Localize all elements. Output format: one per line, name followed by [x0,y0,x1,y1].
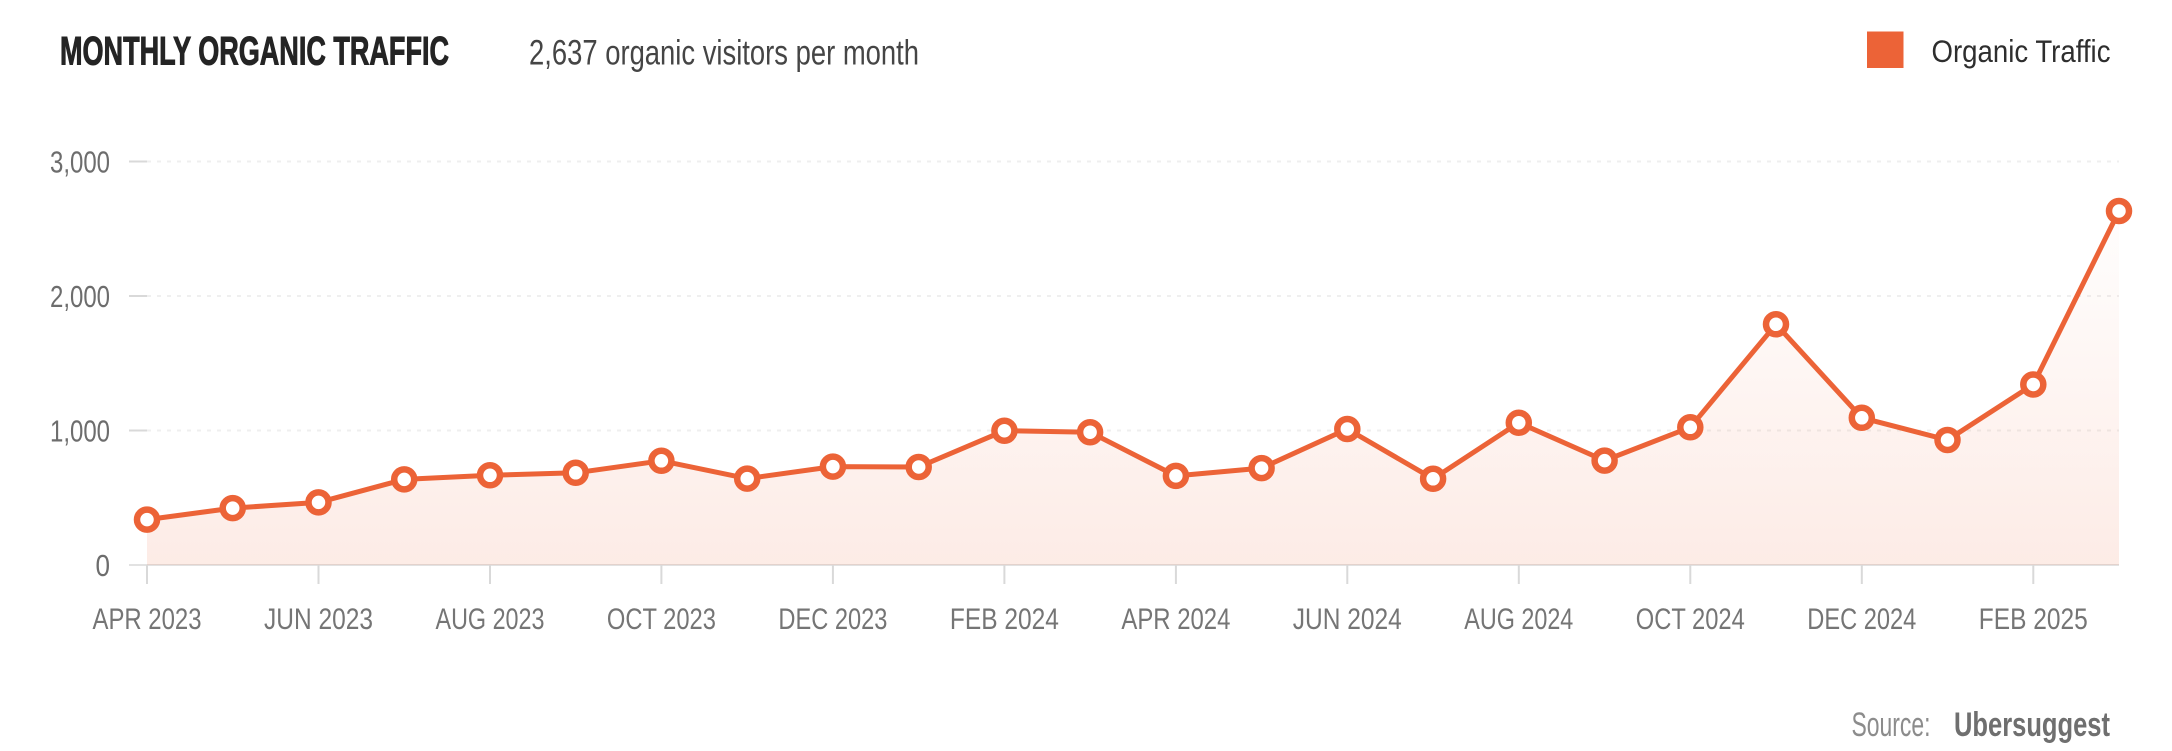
svg-text:JUN 2024: JUN 2024 [1293,603,1402,636]
svg-text:Ubersuggest: Ubersuggest [1954,706,2110,744]
svg-text:APR 2024: APR 2024 [1121,603,1230,636]
svg-text:AUG 2023: AUG 2023 [436,603,545,636]
svg-text:FEB 2025: FEB 2025 [1979,603,2088,636]
svg-text:1,000: 1,000 [50,413,110,448]
svg-text:2,000: 2,000 [50,279,110,314]
svg-text:Organic Traffic: Organic Traffic [1932,33,2111,69]
svg-text:FEB 2024: FEB 2024 [950,603,1059,636]
svg-text:DEC 2023: DEC 2023 [778,603,887,636]
svg-text:APR 2023: APR 2023 [93,603,202,636]
svg-text:OCT 2024: OCT 2024 [1636,603,1745,636]
svg-text:2,637 organic visitors per mon: 2,637 organic visitors per month [529,34,919,73]
svg-text:AUG 2024: AUG 2024 [1464,603,1573,636]
svg-text:0: 0 [96,548,111,583]
svg-text:JUN 2023: JUN 2023 [264,603,373,636]
svg-text:OCT 2023: OCT 2023 [607,603,716,636]
svg-text:Source:: Source: [1852,706,1931,744]
svg-text:3,000: 3,000 [50,144,110,179]
svg-text:MONTHLY ORGANIC TRAFFIC: MONTHLY ORGANIC TRAFFIC [60,30,449,74]
svg-text:DEC 2024: DEC 2024 [1807,603,1916,636]
